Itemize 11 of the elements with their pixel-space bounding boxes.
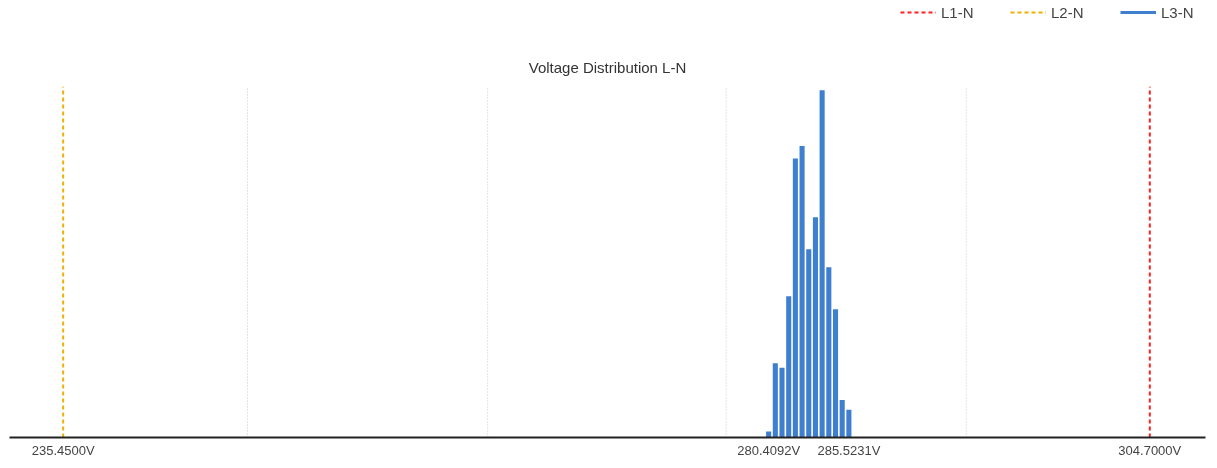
chart-title: Voltage Distribution L-N	[528, 59, 687, 77]
legend-label: L3-N	[1161, 3, 1195, 21]
legend-label: L2-N	[1051, 3, 1085, 21]
x-tick-label: 285.5231V	[817, 442, 881, 458]
legend-label: L1-N	[941, 3, 975, 21]
bar	[812, 217, 818, 438]
x-tick-label: 304.7000V	[1118, 442, 1182, 458]
bar	[792, 158, 798, 438]
x-tick-label: 280.4092V	[737, 442, 801, 458]
x-tick-label: 235.4500V	[31, 442, 95, 458]
bar	[832, 309, 839, 438]
